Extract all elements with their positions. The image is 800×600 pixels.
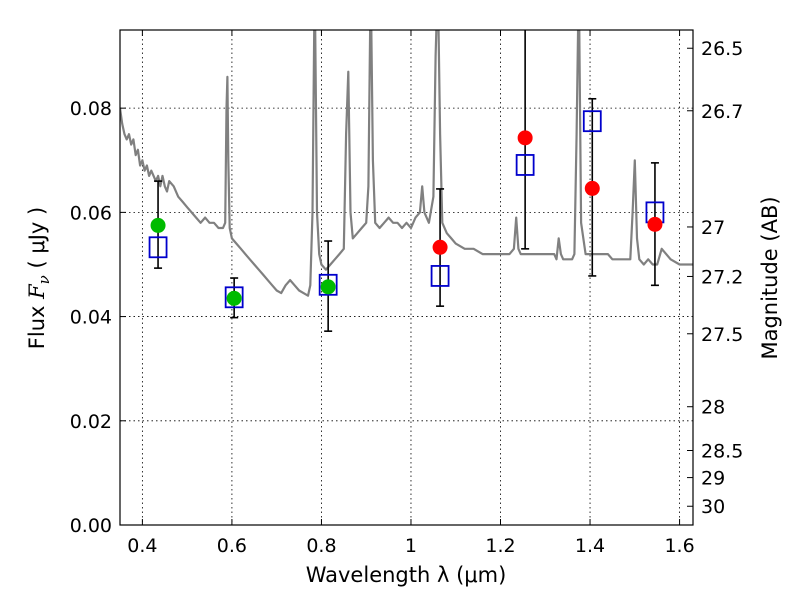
model-photometry-square (582, 110, 602, 133)
observed-red-point (517, 130, 533, 146)
y-tick-label: 0.04 (70, 307, 112, 329)
observed-green-point (226, 290, 242, 306)
observed-green-point (320, 279, 336, 295)
magnitude-tick-label: 28 (701, 397, 725, 419)
magnitude-tick-label: 29 (701, 468, 725, 490)
x-tick-label: 1.6 (664, 535, 694, 557)
magnitude-axis-label: Magnitude (AB) (758, 196, 782, 359)
x-tick-label: 0.8 (306, 535, 336, 557)
x-tick-label: 1.2 (485, 535, 515, 557)
model-photometry-square (148, 236, 168, 259)
magnitude-tick-label: 27 (701, 217, 725, 239)
model-photometry-square (430, 265, 450, 287)
x-tick-label: 0.4 (127, 535, 157, 557)
x-tick-label: 1.4 (575, 535, 605, 557)
grid (120, 30, 693, 525)
error-bars (154, 30, 659, 332)
magnitude-tick-label: 26.5 (701, 38, 743, 60)
magnitude-axis-ticks: 26.5 26.7 27 27.2 27.5 28 28.5 29 30 (687, 38, 743, 518)
plot-frame (119, 29, 694, 526)
y-axis-label-unit: ( μJy ) (25, 207, 49, 275)
model-photometry-square (515, 154, 535, 176)
y-tick-label: 0.06 (70, 202, 112, 224)
y-tick-label: 0.02 (70, 411, 112, 433)
y-axis-label-subscript: ν (35, 275, 53, 284)
x-axis-ticks: 0.4 0.6 0.8 1 1.2 1.4 1.6 (127, 30, 695, 557)
spectrum-line (120, 30, 693, 297)
y-tick-label: 0.00 (70, 515, 112, 537)
y-axis-ticks: 0.00 0.02 0.04 0.06 0.08 (70, 98, 126, 537)
magnitude-tick-label: 28.5 (701, 440, 743, 462)
x-tick-label: 1 (405, 535, 417, 557)
model-photometry-square (318, 273, 338, 296)
y-axis-label: Flux Fν ( μJy ) (25, 207, 53, 349)
magnitude-tick-label: 27.5 (701, 324, 743, 346)
x-tick-label: 0.6 (217, 535, 247, 557)
observed-green-point (150, 217, 166, 233)
observed-red-point (584, 180, 600, 196)
x-axis-label: Wavelength λ (μm) (306, 563, 507, 587)
y-axis-label-symbol: F (25, 283, 49, 300)
model-photometry-square (224, 286, 244, 309)
observed-red-point (432, 239, 448, 255)
model-spectrum (120, 30, 693, 297)
y-axis-label-text: Flux (25, 299, 49, 349)
y-tick-label: 0.08 (70, 98, 112, 120)
observed-red-point (647, 216, 663, 232)
data-markers (148, 110, 665, 309)
magnitude-tick-label: 27.2 (701, 266, 743, 288)
magnitude-tick-label: 30 (701, 496, 725, 518)
magnitude-tick-label: 26.7 (701, 101, 743, 123)
